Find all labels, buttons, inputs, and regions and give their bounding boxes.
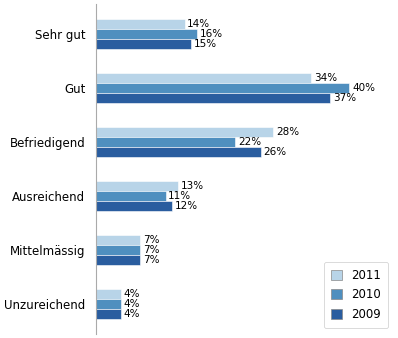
Bar (96, 93, 330, 103)
Text: 26%: 26% (263, 147, 286, 157)
Bar (96, 299, 121, 309)
Bar (96, 147, 261, 157)
Bar (96, 137, 235, 147)
Text: 11%: 11% (168, 191, 191, 201)
Text: 4%: 4% (124, 309, 140, 319)
Bar (96, 289, 121, 299)
Bar (96, 39, 191, 49)
Bar (96, 29, 197, 39)
Text: 16%: 16% (200, 29, 223, 39)
Text: 14%: 14% (187, 19, 210, 29)
Text: 13%: 13% (181, 181, 204, 191)
Bar (96, 255, 140, 265)
Bar (96, 201, 172, 211)
Text: 4%: 4% (124, 289, 140, 299)
Text: 12%: 12% (174, 201, 197, 211)
Bar (96, 245, 140, 255)
Bar (96, 191, 166, 201)
Text: 34%: 34% (314, 73, 337, 83)
Text: 40%: 40% (352, 83, 375, 93)
Bar (96, 83, 349, 93)
Text: 7%: 7% (143, 255, 159, 265)
Bar (96, 235, 140, 245)
Legend: 2011, 2010, 2009: 2011, 2010, 2009 (324, 262, 388, 328)
Text: 22%: 22% (238, 137, 261, 147)
Bar (96, 73, 311, 83)
Text: 4%: 4% (124, 299, 140, 309)
Bar (96, 127, 273, 137)
Bar (96, 181, 178, 191)
Bar (96, 19, 185, 29)
Text: 37%: 37% (333, 93, 356, 103)
Text: 7%: 7% (143, 235, 159, 245)
Text: 28%: 28% (276, 127, 299, 137)
Text: 15%: 15% (193, 39, 217, 49)
Text: 7%: 7% (143, 245, 159, 255)
Bar (96, 309, 121, 319)
